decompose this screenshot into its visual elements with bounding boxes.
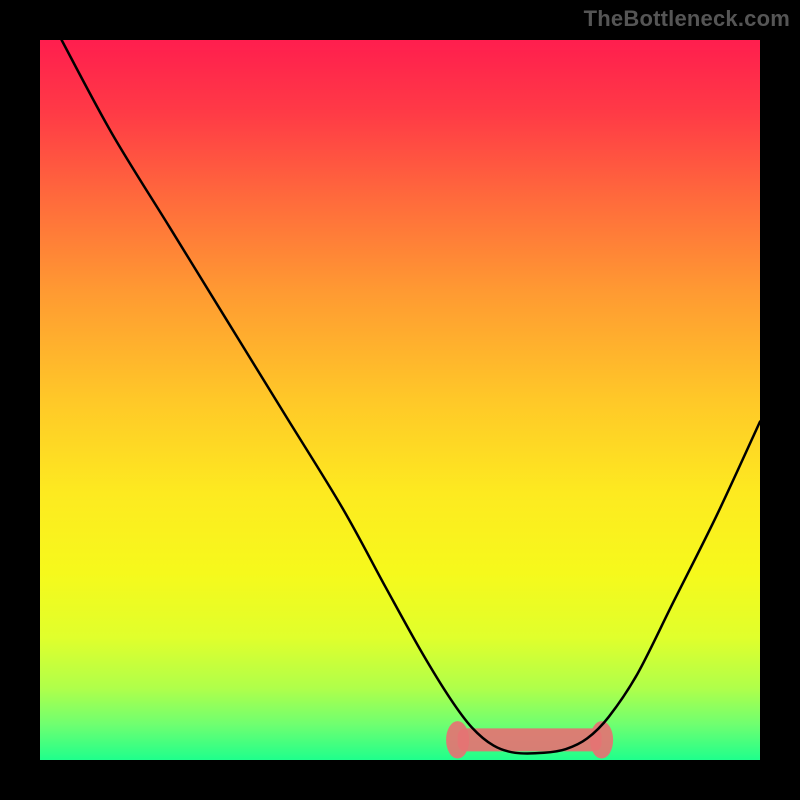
- valley-band: [458, 728, 602, 751]
- plot-area: [40, 40, 760, 760]
- chart-frame: TheBottleneck.com: [0, 0, 800, 800]
- plot-svg: [40, 40, 760, 760]
- valley-cap-left: [446, 721, 469, 758]
- watermark-text: TheBottleneck.com: [584, 6, 790, 32]
- border-right: [760, 0, 800, 800]
- bottleneck-curve: [62, 40, 760, 753]
- border-bottom: [0, 760, 800, 800]
- border-left: [0, 0, 40, 800]
